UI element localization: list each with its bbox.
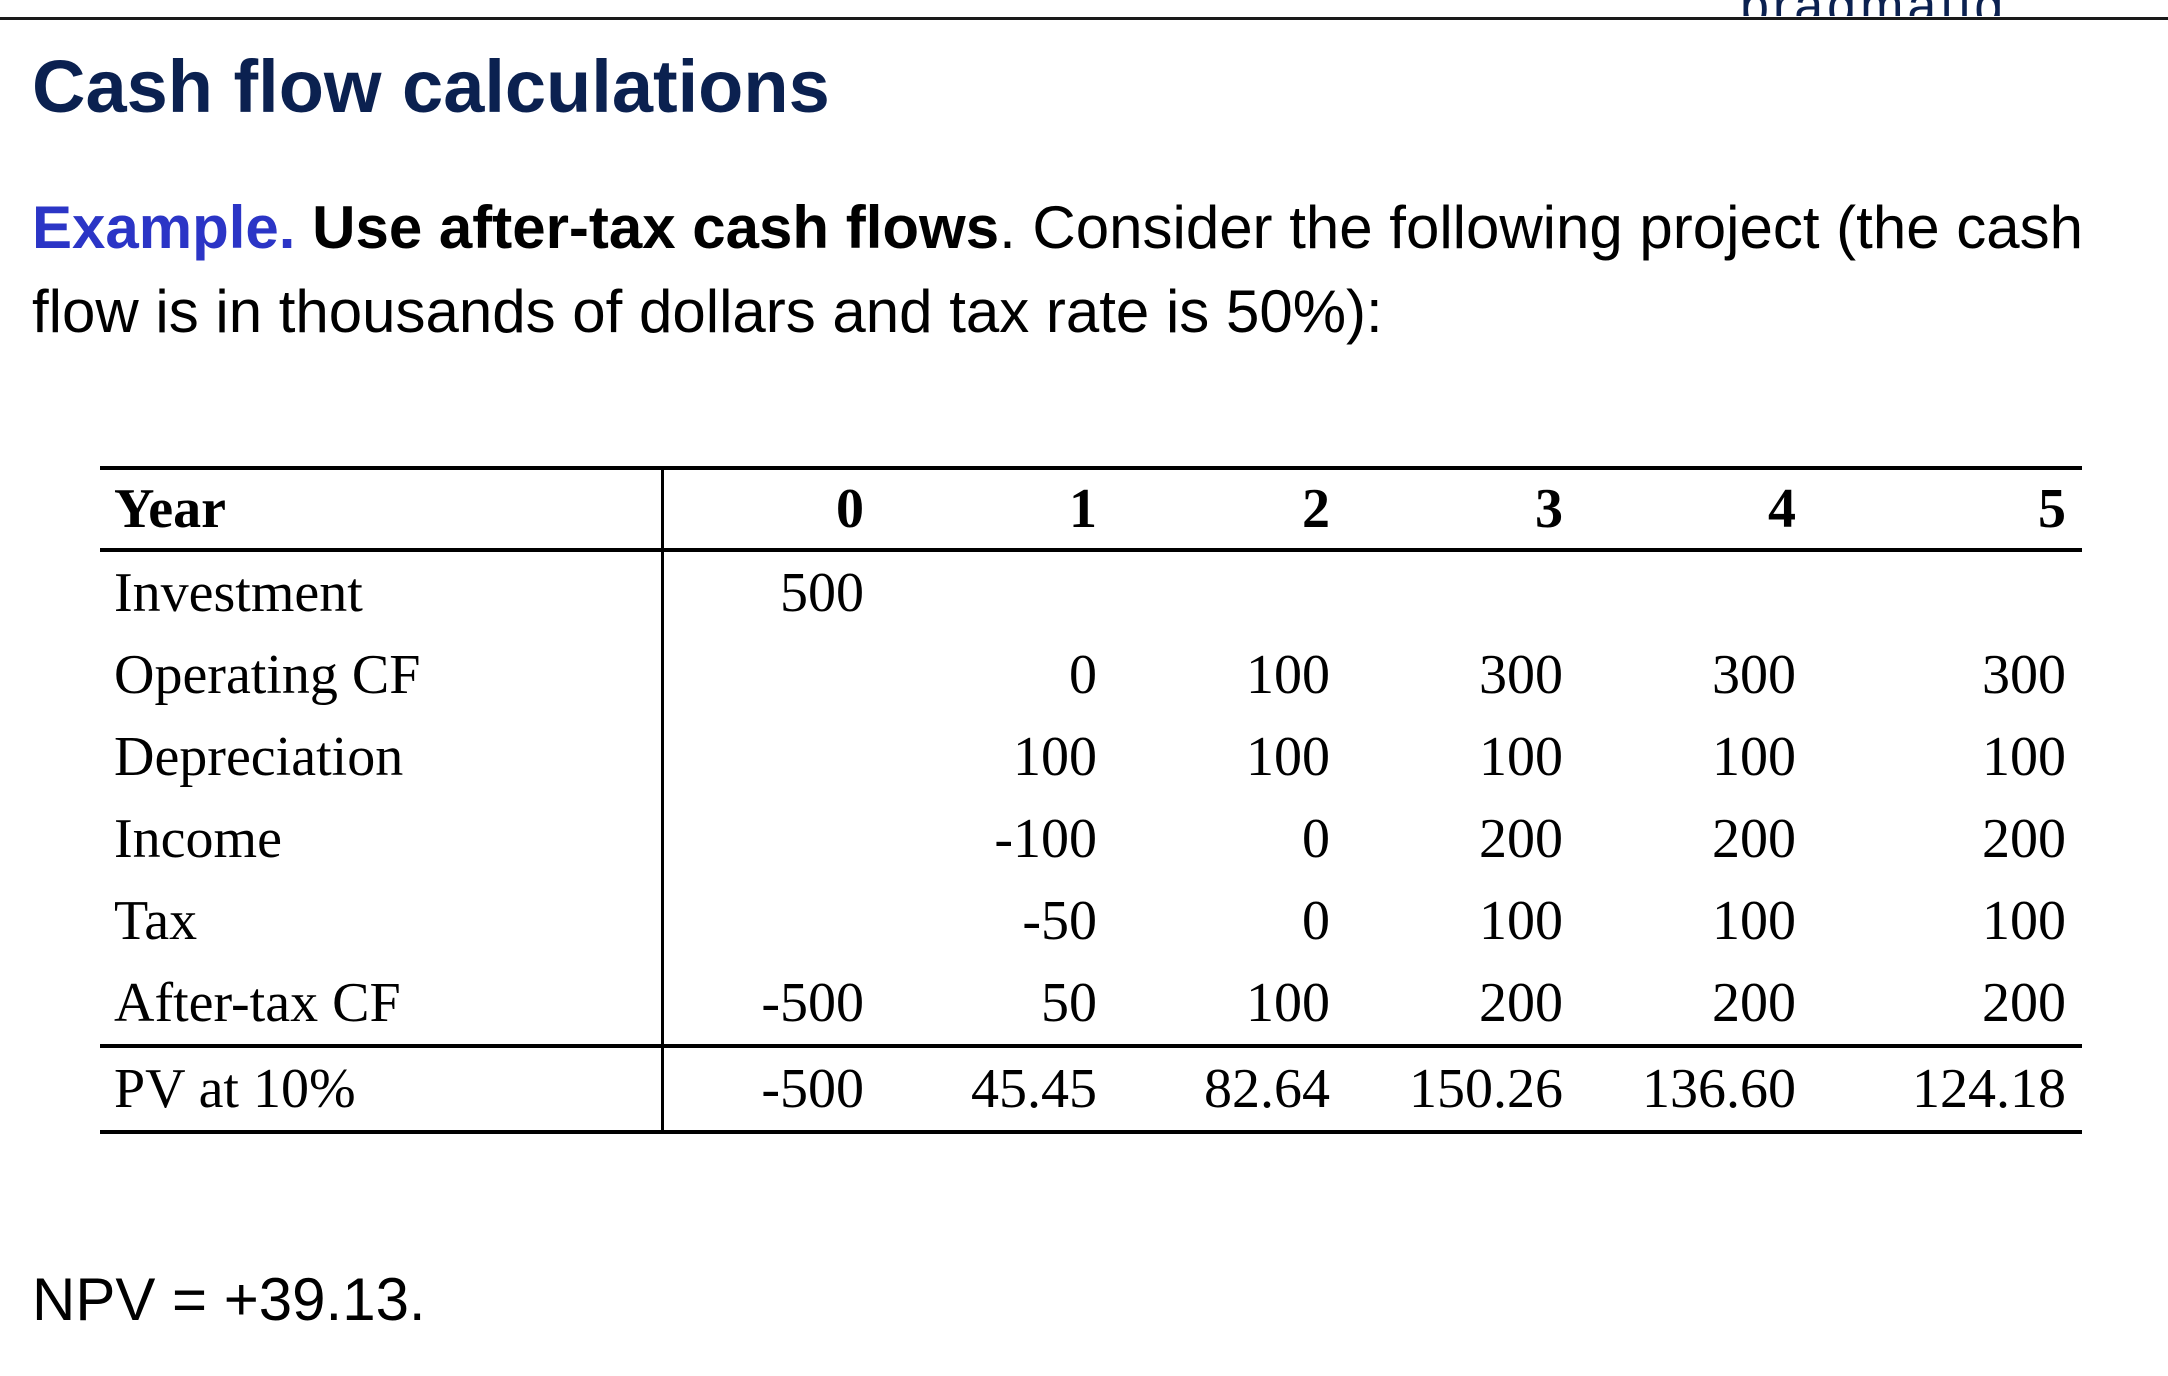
intro-emphasis: Use after-tax cash flows: [312, 194, 1000, 261]
table-cell: 100: [1479, 726, 1563, 788]
header-cell: 0: [836, 478, 864, 540]
header-cell-year: Year: [100, 468, 664, 550]
table-cell: 0: [1069, 644, 1097, 706]
row-label: Operating CF: [100, 634, 664, 716]
table-cell: [662, 716, 880, 798]
table-row-tax: Tax -50 0 100 100 100: [100, 880, 2082, 962]
cash-flow-table: Year 0 1 2 3 4 5 Investment 500 Operatin…: [100, 466, 2082, 1134]
table-cell: 200: [1479, 808, 1563, 870]
example-label: Example.: [32, 194, 296, 261]
page-title: Cash flow calculations: [32, 45, 830, 128]
table-row-after-tax-cf: After-tax CF -500 50 100 200 200 200: [100, 962, 2082, 1046]
table-row-pv: PV at 10% -500 45.45 82.64 150.26 136.60…: [100, 1046, 2082, 1132]
table-cell: 136.60: [1642, 1058, 1796, 1120]
header-cell: 3: [1535, 478, 1563, 540]
table-header-row: Year 0 1 2 3 4 5: [100, 468, 2082, 550]
table-cell: 100: [1246, 644, 1330, 706]
header-fragment: pragmatig: [1740, 0, 2168, 16]
intro-period: .: [999, 194, 1016, 261]
npv-result: NPV = +39.13.: [32, 1266, 426, 1333]
header-cell: 2: [1302, 478, 1330, 540]
table-cell: 100: [1246, 972, 1330, 1034]
table-cell: [662, 634, 880, 716]
table-cell: 0: [1302, 890, 1330, 952]
table-cell: 0: [1302, 808, 1330, 870]
table-cell: [662, 880, 880, 962]
table-cell: -100: [994, 808, 1097, 870]
table-cell: 82.64: [1204, 1058, 1330, 1120]
intro-text: Consider the following project (the cash…: [32, 194, 2083, 345]
table-cell: 100: [1982, 890, 2066, 952]
table-cell: 300: [1479, 644, 1563, 706]
table-cell: 200: [1982, 808, 2066, 870]
header-cell: 4: [1768, 478, 1796, 540]
table-cell: [880, 550, 1113, 634]
row-label: Tax: [100, 880, 664, 962]
table-cell: 100: [1712, 726, 1796, 788]
table-row-income: Income -100 0 200 200 200: [100, 798, 2082, 880]
table-cell: 100: [1982, 726, 2066, 788]
table-cell: [1346, 550, 1579, 634]
table-row-depreciation: Depreciation 100 100 100 100 100: [100, 716, 2082, 798]
table-cell: 200: [1479, 972, 1563, 1034]
table-row-operating-cf: Operating CF 0 100 300 300 300: [100, 634, 2082, 716]
table-cell: [1812, 550, 2082, 634]
table-cell: 100: [1479, 890, 1563, 952]
row-label: Investment: [100, 550, 664, 634]
table-cell: -500: [761, 1058, 864, 1120]
row-label: PV at 10%: [100, 1046, 664, 1132]
intro-paragraph: Example. Use after-tax cash flows. Consi…: [32, 186, 2162, 354]
header-cell: 1: [1069, 478, 1097, 540]
header-cell: 5: [2038, 478, 2066, 540]
table-cell: 45.45: [971, 1058, 1097, 1120]
table-cell: -50: [1022, 890, 1097, 952]
row-label: After-tax CF: [100, 962, 664, 1046]
table-cell: 300: [1982, 644, 2066, 706]
row-label: Income: [100, 798, 664, 880]
row-label: Depreciation: [100, 716, 664, 798]
table-cell: -500: [761, 972, 864, 1034]
table-cell: 500: [780, 562, 864, 624]
table-cell: 100: [1246, 726, 1330, 788]
table-cell: 200: [1712, 972, 1796, 1034]
table-cell: 300: [1712, 644, 1796, 706]
table-cell: 124.18: [1912, 1058, 2066, 1120]
table-cell: 200: [1712, 808, 1796, 870]
table-cell: 100: [1013, 726, 1097, 788]
table-cell: [662, 798, 880, 880]
table-cell: [1579, 550, 1812, 634]
table-cell: 50: [1041, 972, 1097, 1034]
table-row-investment: Investment 500: [100, 550, 2082, 634]
table-cell: 100: [1712, 890, 1796, 952]
table-cell: [1113, 550, 1346, 634]
table-cell: 150.26: [1409, 1058, 1563, 1120]
header-rule: [0, 17, 2168, 20]
table-cell: 200: [1982, 972, 2066, 1034]
